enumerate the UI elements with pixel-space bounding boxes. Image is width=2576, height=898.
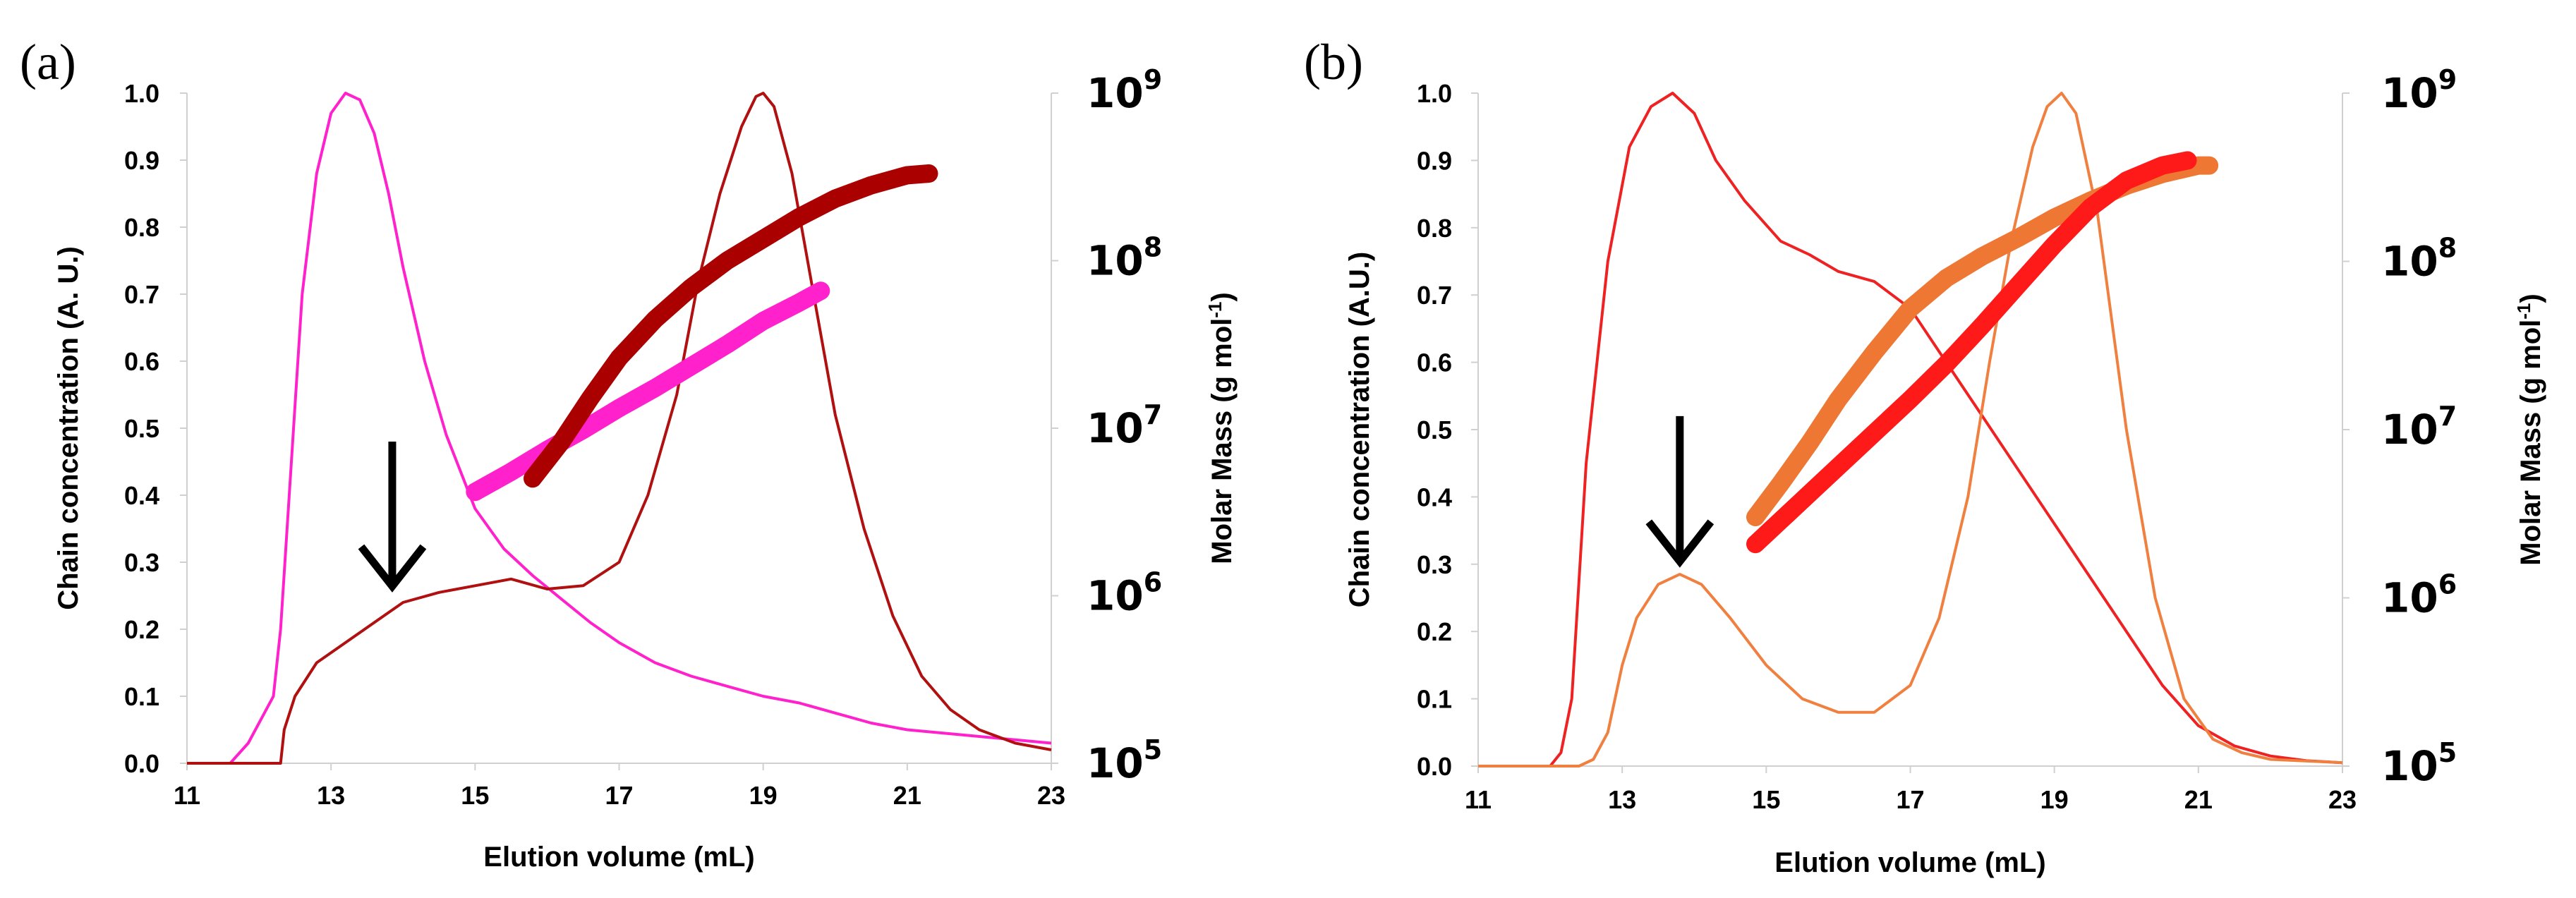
y-tick-label: 0.1: [1417, 685, 1452, 714]
x-tick-label: 15: [461, 781, 489, 810]
y-tick-label: 0.2: [124, 615, 159, 644]
y2-tick-label: 108: [2381, 233, 2457, 286]
y-tick-label: 0.0: [124, 749, 159, 778]
y-tick-label: 0.8: [124, 213, 159, 242]
y-tick-label: 0.4: [124, 481, 159, 510]
x-tick-label: 23: [2328, 785, 2357, 814]
x-tick-label: 19: [749, 781, 778, 810]
x-tick-label: 21: [2184, 785, 2213, 814]
y2-tick-label: 109: [2381, 64, 2457, 117]
series-molar-mass-red: [1746, 151, 2197, 554]
y-tick-label: 0.7: [1417, 281, 1452, 310]
x-tick-label: 23: [1037, 781, 1065, 810]
panel-label: (a): [20, 34, 76, 90]
chart-panel-b: (b) 11 13 15 17 19 21 23 0.0 0.1 0.2 0.3 0.4 0.5 0.6 0.…: [1304, 34, 2546, 878]
x-tick-label: 19: [2040, 785, 2069, 814]
x-tick-label: 17: [1896, 785, 1924, 814]
y2-axis-label: Molar Mass (g mol-1): [2513, 293, 2546, 565]
y-tick-label: 0.3: [1417, 550, 1452, 579]
series-concentration-orange: [1478, 92, 2343, 767]
series-concentration-red: [1478, 92, 2343, 767]
x-tick-label: 13: [317, 781, 345, 810]
x-tick-label: 13: [1608, 785, 1636, 814]
y2-tick-label: 106: [2381, 569, 2457, 622]
y2-tick-label: 105: [2381, 737, 2457, 790]
arrow-head: [1645, 519, 1715, 568]
y-tick-label: 0.9: [124, 146, 159, 175]
x-tick-label: 15: [1752, 785, 1780, 814]
y-tick-label: 0.8: [1417, 214, 1452, 243]
y-tick-label: 0.5: [1417, 415, 1452, 444]
y-tick-label: 0.0: [1417, 752, 1452, 781]
y2-tick-label: 107: [1087, 399, 1162, 452]
y-tick-label: 0.7: [124, 280, 159, 309]
y-tick-label: 0.1: [124, 682, 159, 711]
y-tick-label: 0.6: [124, 347, 159, 376]
x-tick-label: 17: [605, 781, 633, 810]
y-tick-label: 1.0: [124, 79, 159, 108]
x-tick-label: 11: [174, 781, 200, 810]
y2-tick-label: 109: [1087, 64, 1162, 117]
series-molar-mass-magenta: [466, 281, 830, 502]
y2-tick-label: 106: [1087, 567, 1162, 620]
y2-tick-label: 107: [2381, 401, 2457, 454]
x-axis-label: Elution volume (mL): [483, 842, 754, 873]
x-axis-label: Elution volume (mL): [1774, 847, 2045, 878]
y2-tick-label: 108: [1087, 232, 1162, 285]
y-tick-label: 1.0: [1417, 79, 1452, 108]
arrow-head: [358, 544, 427, 593]
y-tick-label: 0.2: [1417, 617, 1452, 646]
series-concentration-darkred: [187, 92, 1052, 765]
y-tick-label: 0.3: [124, 548, 159, 577]
series-molar-mass-darkred: [524, 164, 938, 488]
y2-axis-label: Molar Mass (g mol-1): [1204, 292, 1238, 564]
series-concentration-magenta: [187, 92, 1052, 765]
panel-label: (b): [1304, 34, 1363, 90]
chart-panel-a: (a) 11 13 15 17 19 21 23 0.0 0.1 0.2 0.3 0.4 0.5 0.6 0.…: [20, 34, 1238, 873]
y-tick-label: 0.9: [1417, 146, 1452, 175]
y2-tick-label: 105: [1087, 734, 1162, 787]
y-tick-label: 0.5: [124, 414, 159, 443]
series-molar-mass-orange: [1746, 156, 2219, 526]
y-tick-label: 0.4: [1417, 483, 1452, 511]
y-axis-label: Chain concentration (A.U.): [1344, 252, 1375, 607]
x-tick-label: 21: [893, 781, 921, 810]
y-tick-label: 0.6: [1417, 348, 1452, 377]
x-tick-label: 11: [1465, 785, 1492, 814]
y-axis-label: Chain concentration (A. U.): [53, 246, 84, 610]
